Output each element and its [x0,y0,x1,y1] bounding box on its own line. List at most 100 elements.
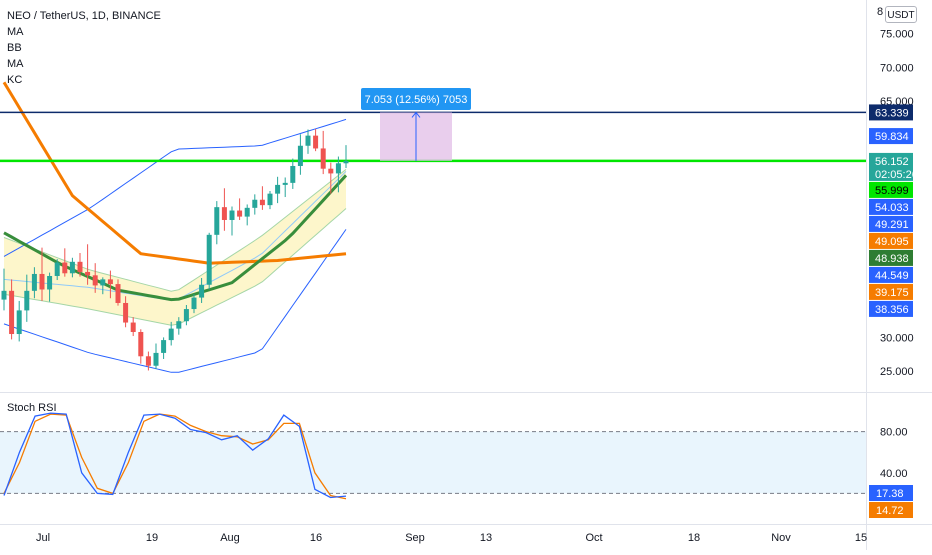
stoch-rsi-d-line [3,413,347,500]
candle-body [259,199,265,206]
time-tick-label: Sep [405,532,425,544]
candle-body [47,275,53,290]
time-tick-label: 15 [855,532,867,544]
candle-body [31,273,37,291]
price-label-box [869,215,913,232]
candle-body [115,284,121,303]
candle-body [107,279,113,285]
time-tick-label: Jul [36,532,50,544]
price-label-box [869,266,913,283]
stoch-rsi-title[interactable]: Stoch RSI [7,402,57,414]
candle-body [335,163,341,174]
price-label-box [869,232,913,249]
measure-tool[interactable]: 7.053 (12.56%) 7053 [361,88,471,161]
candle-body [199,284,205,298]
candle-body [229,210,235,220]
price-label-box [869,181,913,198]
candle-body [1,290,7,300]
stoch-rsi-band [0,431,866,494]
price-label: 59.834 [875,131,909,143]
candle-body [145,356,151,366]
price-label-box [869,300,913,317]
candle-body [100,279,106,286]
moving-average-fast-line [3,174,348,302]
stoch-rsi-k-line [3,412,347,499]
time-tick-label: 13 [480,532,492,544]
stoch-rsi-pane: 80.00 40.00 17.38 14.72 [0,412,913,518]
candle-body [176,321,182,329]
time-tick-label: Oct [585,532,602,544]
candles [1,128,349,371]
price-label: 54.033 [875,202,909,214]
candle-body [183,309,189,322]
measure-arrow-head [411,111,421,118]
candle-body [252,199,258,208]
candle-body [153,352,159,366]
indicator-bb-label[interactable]: BB [7,42,22,54]
keltner-channel-fill [4,169,346,326]
candle-body [305,135,311,146]
bollinger-lower-line [3,229,347,373]
candle-body [161,340,167,353]
price-tick-label: 75.000 [880,29,914,41]
candle-body [290,165,296,183]
time-tick-label: 19 [146,532,158,544]
price-label-box [869,104,913,121]
candle-body [275,184,281,194]
candle-body [54,262,60,276]
stoch-rsi-axis-label: 40.00 [880,468,908,480]
time-tick-label: Nov [771,532,791,544]
price-label: 63.339 [875,107,909,119]
candle-body [85,271,91,276]
time-tick-label: 16 [310,532,322,544]
stoch-rsi-value-label: 17.38 [876,488,904,500]
measure-label: 7.053 (12.56%) 7053 [365,94,468,106]
price-tick-label-partial: 8 [877,6,883,18]
candle-body [297,145,303,166]
price-label: 55.999 [875,185,909,197]
price-label-box [869,198,913,215]
indicator-ma2-label[interactable]: MA [7,58,24,70]
candle-body [206,234,212,285]
price-axis[interactable]: 25.00030.00065.00070.00075.000863.33959.… [869,6,918,378]
candle-body [130,322,136,332]
indicator-bands [2,81,348,373]
time-tick-label: 18 [688,532,700,544]
candle-body [282,182,288,185]
price-label-box [869,152,913,181]
candle-body [214,207,220,235]
price-label: 39.175 [875,287,909,299]
candle-body [237,210,243,217]
candle-body [9,290,15,335]
candle-body [343,160,349,164]
stoch-rsi-value-label: 14.72 [876,505,904,517]
candle-body [313,135,319,149]
candle-body [221,207,227,220]
price-label-box [869,249,913,266]
price-label-countdown: 02:05:26 [875,169,918,181]
indicator-kc-label[interactable]: KC [7,74,23,86]
candle-body [77,261,83,272]
candle-body [39,273,45,290]
candle-body [138,331,144,357]
price-label: 56.152 [875,156,909,168]
price-tick-label: 30.000 [880,332,914,344]
candle-body [62,262,68,274]
candle-body [92,275,98,286]
candle-body [24,290,30,311]
stoch-rsi-value-box [869,502,913,518]
price-label: 38.356 [875,304,909,316]
chart-legend: NEO / TetherUS, 1D, BINANCE MA BB MA KC [7,8,161,88]
price-label: 48.938 [875,253,909,265]
indicator-ma-label[interactable]: MA [7,26,24,38]
time-tick-label: Aug [220,532,240,544]
candle-body [69,261,75,274]
candle-body [244,207,250,217]
price-label: 44.549 [875,270,909,282]
symbol-title[interactable]: NEO / TetherUS, 1D, BINANCE [7,10,161,22]
time-axis[interactable]: Jul 19 Aug 16 Sep 13 Oct 18 Nov 15 [36,532,867,544]
currency-unit-button[interactable]: USDT [885,6,917,23]
candle-body [16,310,22,335]
